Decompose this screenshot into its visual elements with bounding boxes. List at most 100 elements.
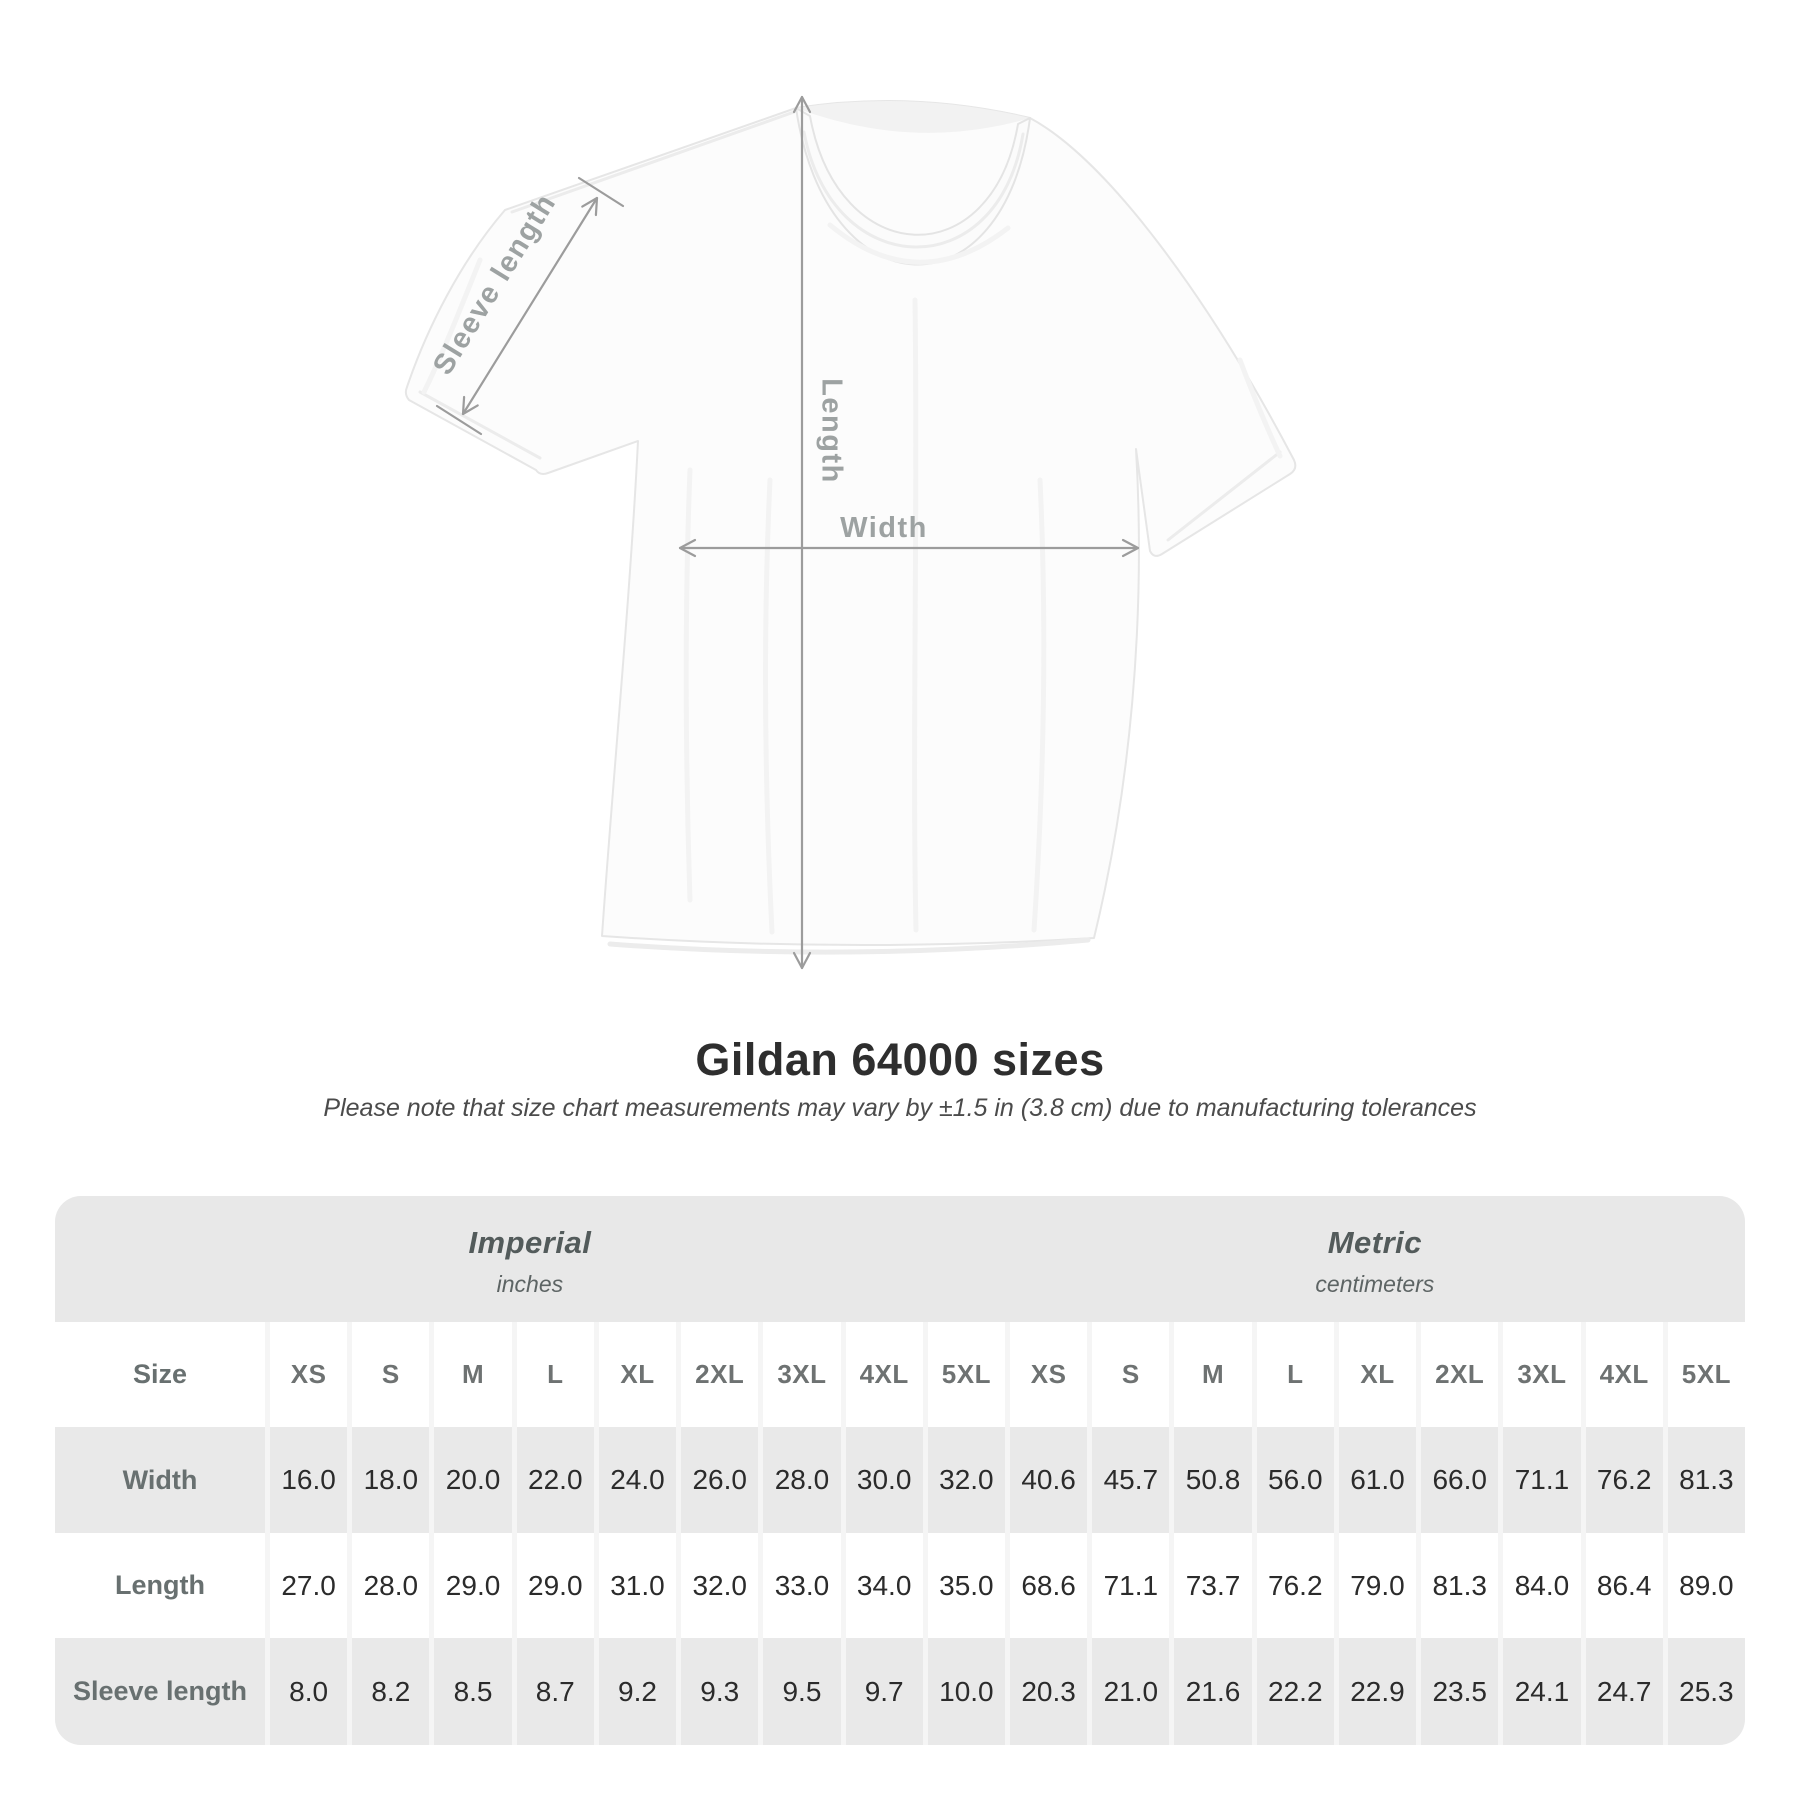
cell: 22.9 bbox=[1338, 1638, 1417, 1745]
col-header: 2XL bbox=[1421, 1322, 1499, 1427]
cell: 79.0 bbox=[1338, 1533, 1417, 1638]
arrowhead-upper-icon bbox=[581, 196, 599, 217]
imperial-group-header: Imperial inches bbox=[55, 1196, 1005, 1322]
cell: 21.0 bbox=[1092, 1638, 1170, 1745]
under-collar-shadow bbox=[827, 222, 1011, 265]
left-sleeve-crease bbox=[421, 257, 483, 395]
cell: 32.0 bbox=[927, 1427, 1005, 1533]
arrowhead-right-icon bbox=[1121, 538, 1140, 558]
arrowhead-up-icon bbox=[792, 95, 812, 114]
cell: 73.7 bbox=[1174, 1533, 1252, 1638]
cell: 81.3 bbox=[1421, 1533, 1499, 1638]
cell: 29.0 bbox=[516, 1533, 594, 1638]
col-header: XS bbox=[270, 1322, 348, 1427]
arrowhead-left-icon bbox=[678, 538, 697, 558]
right-sleeve-crease bbox=[1237, 357, 1283, 459]
cell: 20.0 bbox=[434, 1427, 512, 1533]
cell: 71.1 bbox=[1092, 1533, 1170, 1638]
sleeve-length-arrow bbox=[435, 176, 625, 436]
cell: 76.2 bbox=[1256, 1533, 1334, 1638]
page-subtitle: Please note that size chart measurements… bbox=[323, 1094, 1477, 1122]
col-header: 5XL bbox=[1667, 1322, 1745, 1427]
cell: 71.1 bbox=[1503, 1427, 1581, 1533]
cell: 8.5 bbox=[434, 1638, 512, 1745]
cell: 84.0 bbox=[1503, 1533, 1581, 1638]
body-fold-4 bbox=[683, 467, 693, 903]
col-header: 5XL bbox=[927, 1322, 1005, 1427]
cell: 24.1 bbox=[1503, 1638, 1581, 1745]
col-header: 4XL bbox=[845, 1322, 923, 1427]
corner-cell: Size bbox=[55, 1322, 265, 1427]
cell: 34.0 bbox=[845, 1533, 923, 1638]
size-table: Imperial inches Metric centimeters Size … bbox=[55, 1196, 1745, 1745]
row-label: Sleeve length bbox=[55, 1638, 265, 1745]
cell: 9.2 bbox=[598, 1638, 677, 1745]
cell: 33.0 bbox=[763, 1533, 841, 1638]
left-shoulder-seam bbox=[510, 110, 796, 214]
metric-group-header: Metric centimeters bbox=[1005, 1196, 1745, 1322]
cell: 50.8 bbox=[1174, 1427, 1252, 1533]
cell: 16.0 bbox=[270, 1427, 348, 1533]
cell: 45.7 bbox=[1092, 1427, 1170, 1533]
cell: 28.0 bbox=[763, 1427, 841, 1533]
col-header: XS bbox=[1009, 1322, 1088, 1427]
right-sleeve-hem-stitch bbox=[1166, 450, 1282, 542]
cell: 8.2 bbox=[352, 1638, 430, 1745]
cell: 22.0 bbox=[516, 1427, 594, 1533]
metric-label: Metric bbox=[1327, 1224, 1423, 1260]
cell: 76.2 bbox=[1585, 1427, 1663, 1533]
page-title: Gildan 64000 sizes bbox=[695, 1034, 1105, 1085]
cell: 25.3 bbox=[1667, 1638, 1745, 1745]
col-header: M bbox=[1174, 1322, 1252, 1427]
cell: 9.7 bbox=[845, 1638, 923, 1745]
cell: 40.6 bbox=[1009, 1427, 1088, 1533]
col-header: 4XL bbox=[1585, 1322, 1663, 1427]
cell: 27.0 bbox=[270, 1533, 348, 1638]
cell: 35.0 bbox=[927, 1533, 1005, 1638]
col-header: M bbox=[434, 1322, 512, 1427]
body-fold-2 bbox=[912, 297, 919, 933]
cell: 28.0 bbox=[352, 1533, 430, 1638]
cell: 81.3 bbox=[1667, 1427, 1745, 1533]
cell: 86.4 bbox=[1585, 1533, 1663, 1638]
left-sleeve-hem-stitch bbox=[418, 390, 542, 460]
cell: 20.3 bbox=[1009, 1638, 1088, 1745]
cell: 9.5 bbox=[763, 1638, 841, 1745]
col-header: S bbox=[1092, 1322, 1170, 1427]
cell: 66.0 bbox=[1421, 1427, 1499, 1533]
cell: 29.0 bbox=[434, 1533, 512, 1638]
cell: 9.3 bbox=[681, 1638, 759, 1745]
tshirt-measurement-diagram: Length Width Sleeve length bbox=[404, 95, 1297, 970]
cell: 56.0 bbox=[1256, 1427, 1334, 1533]
tshirt-silhouette bbox=[404, 99, 1297, 947]
cell: 32.0 bbox=[681, 1533, 759, 1638]
cell: 18.0 bbox=[352, 1427, 430, 1533]
cell: 24.7 bbox=[1585, 1638, 1663, 1745]
cell: 22.2 bbox=[1256, 1638, 1334, 1745]
width-label: Width bbox=[840, 512, 928, 544]
hem-shadow bbox=[607, 937, 1091, 955]
cell: 24.0 bbox=[598, 1427, 677, 1533]
cell: 61.0 bbox=[1338, 1427, 1417, 1533]
collar-stitch-line bbox=[802, 130, 1025, 249]
collar-opening bbox=[796, 100, 1030, 133]
col-header: S bbox=[352, 1322, 430, 1427]
dimension-tick-lower bbox=[435, 404, 483, 436]
cell: 8.0 bbox=[270, 1638, 348, 1745]
imperial-unit: inches bbox=[496, 1270, 564, 1297]
col-header: L bbox=[1256, 1322, 1334, 1427]
length-arrow bbox=[792, 95, 812, 970]
length-label: Length bbox=[815, 378, 847, 484]
cell: 10.0 bbox=[927, 1638, 1005, 1745]
col-header: 3XL bbox=[763, 1322, 841, 1427]
dimension-tick-upper bbox=[577, 176, 625, 208]
col-header: XL bbox=[598, 1322, 677, 1427]
width-arrow bbox=[678, 538, 1140, 558]
row-label: Width bbox=[55, 1427, 265, 1533]
cell: 23.5 bbox=[1421, 1638, 1499, 1745]
row-label: Length bbox=[55, 1533, 265, 1638]
cell: 21.6 bbox=[1174, 1638, 1252, 1745]
cell: 68.6 bbox=[1009, 1533, 1088, 1638]
cell: 89.0 bbox=[1667, 1533, 1745, 1638]
